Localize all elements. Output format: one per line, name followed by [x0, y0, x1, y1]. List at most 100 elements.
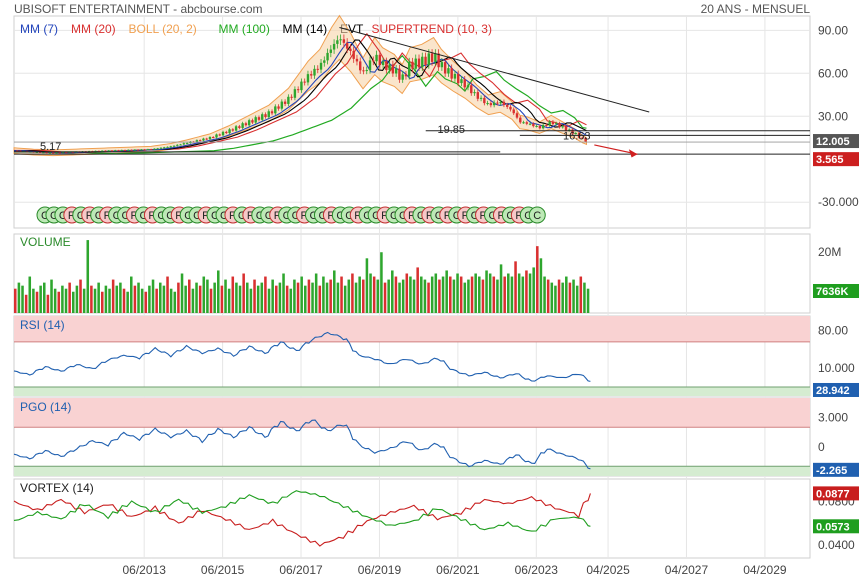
volume-bar: [173, 291, 177, 313]
volume-y-tick-label: 20M: [818, 245, 841, 259]
candle-body: [323, 60, 326, 63]
candle-body: [473, 92, 476, 94]
candle-body: [114, 150, 117, 152]
volume-bar: [101, 291, 104, 313]
candle-body: [234, 126, 238, 131]
volume-bar: [289, 288, 293, 313]
candle-body: [558, 123, 561, 128]
price-legend-item: MM (100): [219, 22, 270, 36]
volume-bar: [579, 276, 583, 313]
volume-bar: [565, 276, 568, 313]
volume-bar: [539, 258, 543, 313]
volume-bar: [72, 291, 75, 313]
volume-bar: [53, 288, 57, 313]
signal-label: R: [480, 210, 488, 222]
volume-bar: [39, 285, 42, 313]
candle-body: [440, 62, 444, 68]
candle-body: [169, 146, 172, 148]
candle-body: [48, 152, 52, 154]
volume-bar: [264, 276, 267, 313]
volume-bar: [340, 276, 343, 313]
volume-bar: [459, 276, 463, 313]
signal-label: C: [95, 210, 103, 222]
candle-body: [244, 123, 248, 126]
signal-label: R: [274, 210, 282, 222]
candle-body: [55, 152, 58, 154]
signal-label: R: [354, 210, 362, 222]
candle-body: [306, 74, 310, 83]
signal-label: C: [310, 210, 318, 222]
signal-label: R: [68, 210, 76, 222]
x-tick-label: 04/2029: [743, 563, 787, 577]
candle-body: [251, 120, 254, 123]
candle-body: [483, 97, 486, 104]
volume-bar: [510, 276, 514, 313]
candle-body: [110, 150, 114, 152]
candle-body: [545, 125, 548, 127]
vortex-vi-minus-line: [13, 490, 591, 532]
volume-bar: [166, 276, 169, 313]
volume-bar: [271, 279, 274, 313]
volume-bar: [492, 276, 496, 313]
volume-bar: [242, 273, 245, 313]
candle-body: [163, 147, 166, 149]
candle-body: [355, 58, 359, 62]
volume-bar: [28, 276, 32, 313]
rsi-line: [13, 331, 591, 382]
candle-body: [339, 39, 342, 41]
volume-bar: [246, 282, 249, 313]
signal-label: R: [148, 210, 156, 222]
volume-bar: [260, 282, 264, 313]
signal-label: C: [417, 210, 425, 222]
candle-body: [476, 92, 480, 99]
signal-label: C: [336, 210, 344, 222]
rsi-y-tick-label: 10.000: [818, 361, 855, 375]
candle-body: [261, 114, 264, 120]
candle-body: [450, 68, 453, 79]
volume-bar: [188, 279, 191, 313]
annotation-19-85: 19.85: [437, 124, 465, 136]
volume-bar: [561, 282, 564, 313]
candle-body: [205, 138, 208, 140]
volume-bar: [449, 276, 452, 313]
signal-label: C: [220, 210, 228, 222]
candle-body: [71, 151, 74, 153]
volume-bar: [387, 279, 390, 313]
volume-bar: [380, 252, 383, 313]
volume-bar: [336, 282, 340, 313]
volume-bar: [162, 285, 166, 313]
volume-bar: [285, 285, 289, 313]
volume-bar: [231, 276, 235, 313]
candle-body: [280, 101, 284, 109]
volume-bar: [514, 261, 517, 313]
candle-body: [225, 131, 228, 134]
volume-bar: [420, 276, 423, 313]
volume-bar: [14, 288, 17, 313]
volume-bar: [365, 258, 369, 313]
candle-body: [218, 134, 221, 136]
signal-label: C: [211, 210, 219, 222]
candle-body: [45, 152, 48, 154]
candle-body: [38, 151, 42, 153]
x-tick-label: 04/2025: [586, 563, 630, 577]
candle-body: [385, 61, 388, 71]
candle-body: [100, 150, 104, 152]
signal-label: C: [363, 210, 371, 222]
candle-body: [437, 53, 440, 68]
candle-body: [352, 51, 355, 59]
pgo-flag-box: [813, 462, 859, 477]
candle-body: [538, 125, 542, 129]
candle-body: [104, 150, 107, 152]
candle-body: [378, 54, 382, 66]
candle-body: [140, 149, 143, 151]
signal-label: C: [292, 210, 300, 222]
volume-bar: [148, 285, 151, 313]
signal-label: C: [345, 210, 353, 222]
candle-body: [349, 48, 352, 52]
volume-bar: [463, 282, 467, 313]
volume-bar: [441, 276, 445, 313]
candle-body: [310, 74, 313, 76]
volume-bar: [485, 270, 488, 313]
candle-body: [502, 101, 506, 106]
